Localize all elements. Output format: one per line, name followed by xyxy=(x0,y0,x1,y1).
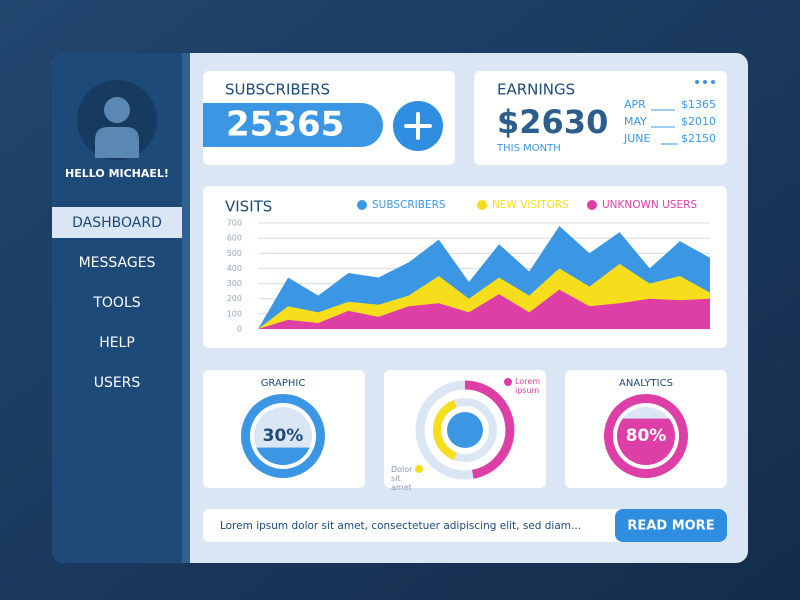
footer-text: Lorem ipsum dolor sit amet, consectetuer… xyxy=(220,520,581,532)
count-pill xyxy=(203,103,383,147)
sidebar-edge xyxy=(182,53,190,563)
menu-selected xyxy=(52,207,182,238)
card-title: ANALYTICS xyxy=(619,378,673,389)
month-amount: $2150 xyxy=(681,132,716,145)
earnings-amount: $2630 xyxy=(497,103,608,141)
y-tick-label: 200 xyxy=(227,294,242,303)
button-label: READ MORE xyxy=(627,519,714,534)
y-tick-label: 100 xyxy=(227,309,242,318)
donut-label: Dolor sit amet xyxy=(391,465,413,492)
gauge-fill xyxy=(617,418,675,465)
card-title: EARNINGS xyxy=(497,81,575,99)
gauge-value: 30% xyxy=(263,426,304,446)
gauge-value: 80% xyxy=(626,426,667,446)
avatar-head xyxy=(104,97,130,123)
y-tick-label: 0 xyxy=(237,325,242,334)
y-tick-label: 400 xyxy=(227,264,242,273)
earnings-period: THIS MONTH xyxy=(496,143,561,154)
legend-dot xyxy=(504,378,512,386)
menu-dots[interactable] xyxy=(695,80,715,84)
greeting: HELLO MICHAEL! xyxy=(65,167,169,180)
footer-bar xyxy=(203,509,727,542)
legend-dot xyxy=(415,465,423,473)
month-amount: $1365 xyxy=(681,98,716,111)
plus-icon xyxy=(404,112,432,140)
gauge-fill xyxy=(254,447,312,465)
month-amount: $2010 xyxy=(681,115,716,128)
card-title: SUBSCRIBERS xyxy=(225,81,330,99)
month: MAY xyxy=(624,115,647,128)
y-tick-label: 500 xyxy=(227,249,242,258)
earnings-card xyxy=(474,71,727,165)
legend-label: NEW VISITORS xyxy=(492,199,569,211)
month: APR xyxy=(624,98,646,111)
read-more-button[interactable] xyxy=(615,509,727,542)
y-tick-label: 700 xyxy=(227,219,242,228)
menu-item[interactable]: DASHBOARD xyxy=(72,215,162,231)
legend-label: UNKNOWN USERS xyxy=(602,199,697,211)
donut-arc xyxy=(464,380,515,479)
card-title: GRAPHIC xyxy=(261,378,306,389)
legend-dot xyxy=(357,200,367,210)
legend-dot xyxy=(587,200,597,210)
donut-label: Lorem ipsum xyxy=(515,377,541,395)
menu-item[interactable]: TOOLS xyxy=(92,295,140,311)
subscriber-count: 25365 xyxy=(226,105,344,145)
chart-title: VISITS xyxy=(225,198,272,216)
legend-dot xyxy=(477,200,487,210)
sidebar xyxy=(52,53,190,563)
avatar-body xyxy=(95,127,139,158)
menu-item[interactable]: MESSAGES xyxy=(79,255,156,271)
y-tick-label: 600 xyxy=(227,234,242,243)
y-tick-label: 300 xyxy=(227,279,242,288)
month: JUNE xyxy=(623,132,651,145)
menu-item[interactable]: HELP xyxy=(99,335,135,351)
menu-item[interactable]: USERS xyxy=(94,375,141,391)
legend-label: SUBSCRIBERS xyxy=(372,199,446,211)
donut-arc xyxy=(433,399,457,461)
donut-center xyxy=(447,412,483,448)
area xyxy=(258,289,710,329)
